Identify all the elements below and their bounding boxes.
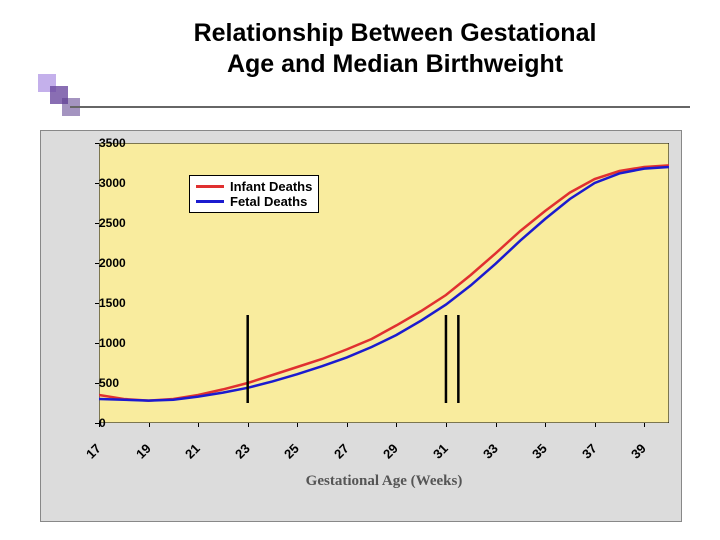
legend-item: Fetal Deaths bbox=[196, 194, 312, 209]
legend-item: Infant Deaths bbox=[196, 179, 312, 194]
y-tick bbox=[95, 383, 99, 384]
y-tick-label: 2500 bbox=[99, 216, 105, 230]
plot-area: Infant DeathsFetal Deaths bbox=[99, 143, 669, 423]
y-tick-label: 3500 bbox=[99, 136, 105, 150]
y-tick-label: 3000 bbox=[99, 176, 105, 190]
x-tick bbox=[347, 423, 348, 427]
title-line-2: Age and Median Birthweight bbox=[100, 49, 690, 80]
x-tick bbox=[644, 423, 645, 427]
x-tick-label: 37 bbox=[579, 441, 600, 462]
x-tick-label: 27 bbox=[331, 441, 352, 462]
y-tick bbox=[95, 343, 99, 344]
x-tick-label: 33 bbox=[480, 441, 501, 462]
x-tick bbox=[446, 423, 447, 427]
x-tick-label: 25 bbox=[281, 441, 302, 462]
y-tick bbox=[95, 183, 99, 184]
chart-container: Infant DeathsFetal Deaths 05001000150020… bbox=[40, 130, 682, 522]
chart-title: Relationship Between Gestational Age and… bbox=[100, 18, 690, 81]
y-tick bbox=[95, 223, 99, 224]
x-tick bbox=[595, 423, 596, 427]
plot-svg bbox=[99, 143, 669, 423]
x-tick bbox=[297, 423, 298, 427]
legend-color-line bbox=[196, 200, 224, 203]
x-axis-title: Gestational Age (Weeks) bbox=[99, 473, 669, 490]
x-tick-label: 19 bbox=[133, 441, 154, 462]
x-tick bbox=[198, 423, 199, 427]
y-tick bbox=[95, 303, 99, 304]
x-tick-label: 23 bbox=[232, 441, 253, 462]
y-tick bbox=[95, 263, 99, 264]
x-tick bbox=[149, 423, 150, 427]
x-tick-label: 29 bbox=[380, 441, 401, 462]
x-tick-label: 31 bbox=[430, 441, 451, 462]
title-line-1: Relationship Between Gestational bbox=[100, 18, 690, 49]
series-line bbox=[99, 165, 669, 400]
x-tick-label: 21 bbox=[182, 441, 203, 462]
y-tick-label: 500 bbox=[99, 376, 105, 390]
x-tick bbox=[545, 423, 546, 427]
y-tick bbox=[95, 143, 99, 144]
legend-label: Infant Deaths bbox=[230, 179, 312, 194]
y-tick-label: 1000 bbox=[99, 336, 105, 350]
x-tick bbox=[99, 423, 100, 427]
x-tick bbox=[396, 423, 397, 427]
legend-label: Fetal Deaths bbox=[230, 194, 307, 209]
legend: Infant DeathsFetal Deaths bbox=[189, 175, 319, 213]
title-underline bbox=[70, 106, 690, 108]
x-tick-label: 39 bbox=[628, 441, 649, 462]
x-tick bbox=[496, 423, 497, 427]
legend-color-line bbox=[196, 185, 224, 188]
x-tick-label: 17 bbox=[83, 441, 104, 462]
x-tick-label: 35 bbox=[529, 441, 550, 462]
x-tick bbox=[248, 423, 249, 427]
series-line bbox=[99, 167, 669, 401]
y-tick-label: 2000 bbox=[99, 256, 105, 270]
y-tick-label: 1500 bbox=[99, 296, 105, 310]
